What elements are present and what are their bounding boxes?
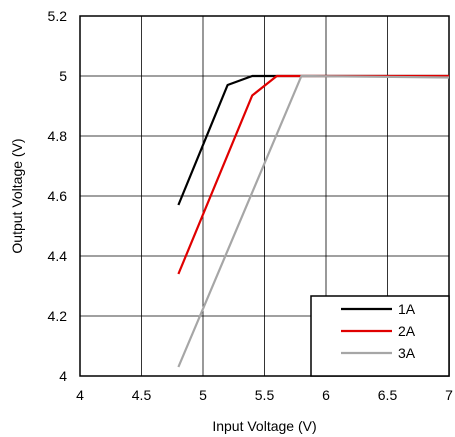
x-tick-label: 6.5 — [378, 387, 398, 403]
x-tick-label: 4.5 — [132, 387, 152, 403]
x-tick-label: 5 — [199, 387, 207, 403]
legend-label-1A: 1A — [398, 301, 416, 317]
legend-label-2A: 2A — [398, 323, 416, 339]
y-tick-label: 5 — [59, 68, 67, 84]
x-tick-label: 6 — [322, 387, 330, 403]
plot-border — [79, 15, 450, 377]
y-tick-label: 4.4 — [48, 248, 68, 264]
series-lines — [177, 74, 450, 368]
x-tick-label: 7 — [445, 387, 453, 403]
y-axis-ticks: 4 4.2 4.4 4.6 4.8 5 5.2 — [48, 8, 68, 384]
series-line-3A — [177, 74, 450, 368]
y-tick-label: 4.6 — [48, 188, 68, 204]
y-tick-label: 4.2 — [48, 308, 68, 324]
x-axis-ticks: 4 4.5 5 5.5 6 6.5 7 — [76, 387, 453, 403]
x-tick-label: 5.5 — [255, 387, 275, 403]
legend: 1A 2A 3A — [310, 295, 450, 377]
y-tick-label: 5.2 — [48, 8, 68, 24]
x-tick-label: 4 — [76, 387, 84, 403]
y-axis-label: Output Voltage (V) — [9, 138, 25, 253]
x-axis-label: Input Voltage (V) — [212, 418, 316, 434]
legend-box — [310, 295, 450, 377]
legend-label-3A: 3A — [398, 345, 416, 361]
y-tick-label: 4.8 — [48, 128, 68, 144]
y-tick-label: 4 — [59, 368, 67, 384]
